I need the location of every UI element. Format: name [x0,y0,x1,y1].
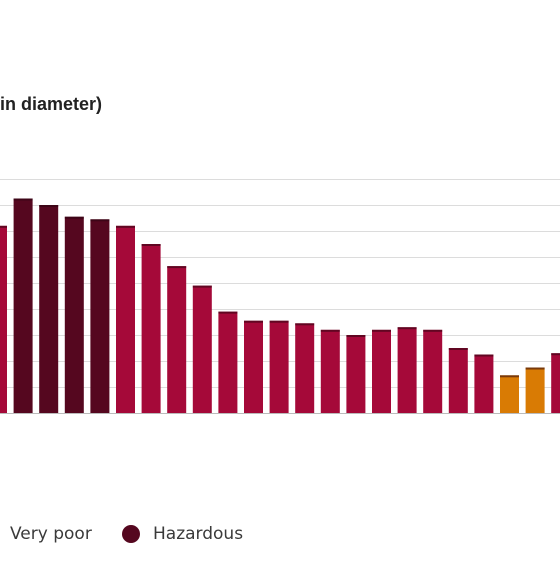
bar-cap-1 [0,225,7,228]
bar-18 [423,329,443,413]
bar-cap-9 [192,285,212,288]
bar-10 [218,311,238,413]
bar-cap-6 [116,225,135,228]
bar-8 [167,266,187,413]
bars [0,198,560,413]
bar-cap-3 [39,205,59,207]
bar-9 [192,285,212,413]
bar-1 [0,225,7,413]
bar-cap-19 [448,348,468,350]
bar-5 [90,219,110,413]
bar-17 [397,327,417,413]
bar-7 [141,244,161,413]
bar-cap-13 [295,323,315,326]
bar-22 [525,367,545,413]
legend-item-very-poor: Very poor [10,521,92,547]
bar-20 [474,354,494,413]
bar-4 [64,216,84,413]
bar-23 [551,353,560,413]
bar-cap-4 [64,216,84,219]
bar-2 [13,198,33,413]
bar-cap-17 [397,327,417,330]
legend-label-very-poor: Very poor [10,524,92,544]
bar-19 [448,348,468,413]
bar-cap-7 [141,244,161,246]
bar-6 [116,225,135,413]
bar-11 [244,320,263,413]
bar-cap-14 [320,329,340,332]
legend-label-hazardous: Hazardous [153,524,244,544]
chart-title: in diameter) [0,94,102,114]
bar-15 [346,335,366,413]
bar-cap-10 [218,311,238,314]
bar-13 [295,323,315,413]
legend-dot-hazardous [122,525,140,543]
bar-cap-22 [525,367,545,370]
bar-cap-15 [346,335,366,337]
bar-cap-21 [500,375,519,378]
bar-3 [39,205,59,413]
bar-cap-11 [244,320,263,323]
bar-cap-18 [423,329,443,332]
bar-14 [320,329,340,413]
bar-12 [269,320,289,413]
bar-cap-23 [551,353,560,356]
bar-cap-8 [167,266,187,269]
bar-cap-16 [372,329,391,332]
legend-item-hazardous: Hazardous [122,521,243,547]
bar-cap-12 [269,320,289,323]
bar-cap-5 [90,219,110,222]
bar-21 [500,375,519,413]
bar-16 [372,329,391,413]
bar-cap-2 [13,198,33,201]
bar-cap-20 [474,354,494,357]
